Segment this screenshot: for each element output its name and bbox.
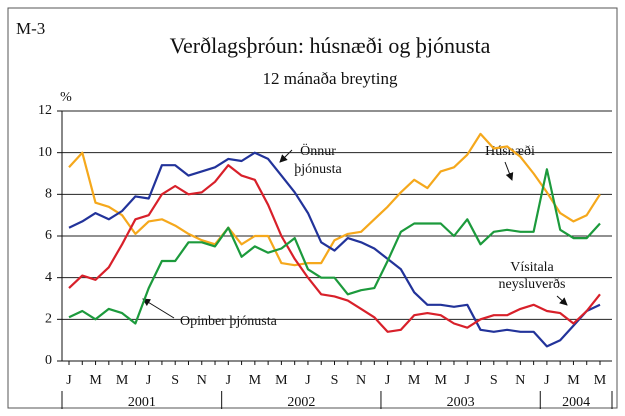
year-label: 2004 xyxy=(562,395,590,410)
y-axis-label: % xyxy=(60,90,72,105)
y-tick-label: 0 xyxy=(45,353,52,368)
x-tick-label: J xyxy=(465,373,471,388)
y-tick-label: 6 xyxy=(45,228,52,243)
x-tick-label: M xyxy=(408,373,421,388)
x-tick-label: J xyxy=(385,373,391,388)
x-tick-label: J xyxy=(66,373,72,388)
chart-subtitle: 12 mánaða breyting xyxy=(262,69,398,88)
x-tick-label: S xyxy=(171,373,179,388)
chart-title: Verðlagsþróun: húsnæði og þjónusta xyxy=(170,33,491,58)
y-tick-label: 2 xyxy=(45,312,52,327)
x-tick-label: M xyxy=(89,373,102,388)
series-line xyxy=(68,132,601,267)
x-tick-label: M xyxy=(567,373,580,388)
x-tick-label: M xyxy=(594,373,607,388)
x-tick-label: S xyxy=(490,373,498,388)
x-tick-label: N xyxy=(356,373,366,388)
series-line xyxy=(68,168,601,325)
annotation: neysluverðs xyxy=(499,277,566,292)
y-tick-label: 12 xyxy=(38,103,52,118)
year-label: 2001 xyxy=(128,395,156,410)
y-tick-label: 4 xyxy=(45,270,52,285)
y-tick-label: 8 xyxy=(45,187,52,202)
x-tick-label: N xyxy=(197,373,207,388)
series-line xyxy=(68,164,601,333)
x-tick-label: M xyxy=(434,373,447,388)
arrows xyxy=(142,149,568,319)
frame xyxy=(7,7,618,409)
series-line xyxy=(68,151,601,348)
annotation: þjónusta xyxy=(294,162,342,177)
x-tick-label: N xyxy=(515,373,525,388)
annotation: Önnur xyxy=(300,142,336,159)
x-tick-label: J xyxy=(305,373,311,388)
year-label: 2003 xyxy=(447,395,475,410)
x-tick-label: J xyxy=(544,373,550,388)
year-label: 2002 xyxy=(287,395,315,410)
chart-label: M-3 xyxy=(16,19,45,38)
x-tick-label: M xyxy=(249,373,262,388)
x-tick-label: S xyxy=(331,373,339,388)
x-tick-label: J xyxy=(146,373,152,388)
x-tick-label: M xyxy=(116,373,129,388)
annotation: Opinber þjónusta xyxy=(180,314,278,329)
y-tick-label: 10 xyxy=(38,145,52,160)
x-tick-label: M xyxy=(275,373,288,388)
x-tick-label: J xyxy=(226,373,232,388)
annotation: Vísitala xyxy=(510,260,554,275)
